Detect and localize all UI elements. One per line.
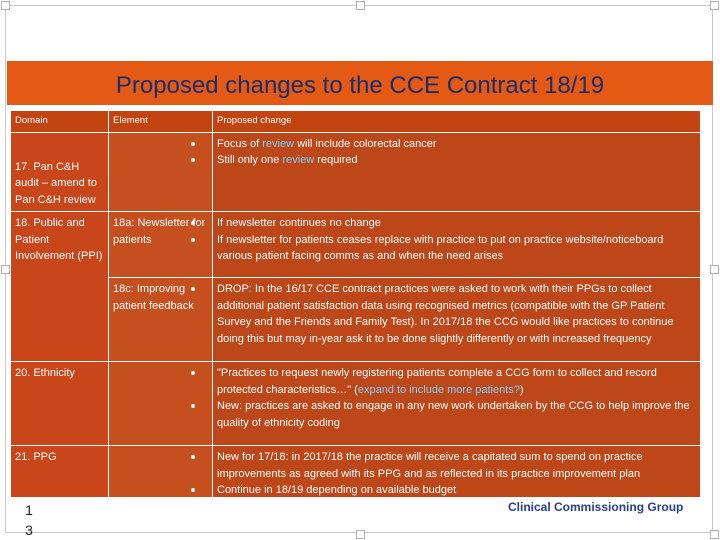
highlight-text: expand to include more patients?: [357, 383, 520, 396]
list-item: If newsletter for patients ceases replac…: [191, 232, 696, 265]
domain-cell: 17. Pan C&H audit – amend to Pan C&H rev…: [10, 131, 109, 212]
proposed-cell: Focus of review will include colorectal …: [191, 131, 701, 212]
proposed-cell: If newsletter continues no change If new…: [191, 211, 701, 278]
table-row: 18c: Improving patient feedback DROP: In…: [11, 277, 701, 362]
resize-handle-top-right[interactable]: [710, 1, 719, 10]
table-row: 20. Ethnicity "Practices to request newl…: [10, 361, 701, 446]
list-item: New for 17/18: in 2017/18 the practice w…: [191, 449, 696, 482]
header-proposed-change: Proposed change: [212, 110, 701, 133]
element-cell: [108, 131, 213, 212]
page-number: 1 3: [25, 502, 33, 538]
resize-handle-middle-right[interactable]: [710, 265, 719, 274]
element-cell: 18c: Improving patient feedback: [108, 277, 213, 362]
resize-handle-bottom-center[interactable]: [356, 530, 365, 539]
table-row: 17. Pan C&H audit – amend to Pan C&H rev…: [10, 131, 701, 212]
list-item: New: practices are asked to engage in an…: [191, 398, 696, 431]
resize-handle-middle-left[interactable]: [1, 265, 10, 274]
list-item: "Practices to request newly registering …: [191, 365, 696, 398]
highlight-text: review: [262, 137, 295, 150]
domain-cell: 20. Ethnicity: [10, 361, 109, 446]
resize-handle-top-left[interactable]: [1, 1, 10, 10]
list-item: Continue in 18/19 depending on available…: [191, 482, 696, 499]
list-item: Still only one review required: [191, 152, 696, 169]
header-domain: Domain: [10, 110, 109, 133]
proposed-cell: "Practices to request newly registering …: [191, 361, 701, 446]
domain-cell: 18. Public and Patient Involvement (PPI): [10, 211, 109, 362]
resize-handle-bottom-right[interactable]: [710, 530, 719, 539]
element-cell: 18a: Newsletter for patients: [108, 211, 213, 278]
resize-handle-top-center[interactable]: [356, 1, 365, 10]
table-row: 18. Public and Patient Involvement (PPI)…: [10, 211, 701, 362]
footer-brand: Clinical Commissioning Group: [508, 500, 684, 514]
list-item: DROP: In the 16/17 CCE contract practice…: [191, 281, 696, 347]
list-item: Focus of review will include colorectal …: [191, 136, 696, 153]
highlight-text: review: [282, 154, 315, 166]
element-cell: [108, 361, 213, 446]
contract-changes-table: Domain Element Proposed change 17. Pan C…: [10, 110, 701, 512]
footer-bar: [10, 497, 700, 515]
slide-title: Proposed changes to the CCE Contract 18/…: [115, 72, 605, 99]
list-item: If newsletter continues no change: [191, 215, 696, 232]
title-band: [7, 61, 713, 105]
header-element: Element: [108, 110, 213, 133]
proposed-cell: DROP: In the 16/17 CCE contract practice…: [191, 277, 701, 362]
table-header-row: Domain Element Proposed change: [10, 110, 701, 133]
